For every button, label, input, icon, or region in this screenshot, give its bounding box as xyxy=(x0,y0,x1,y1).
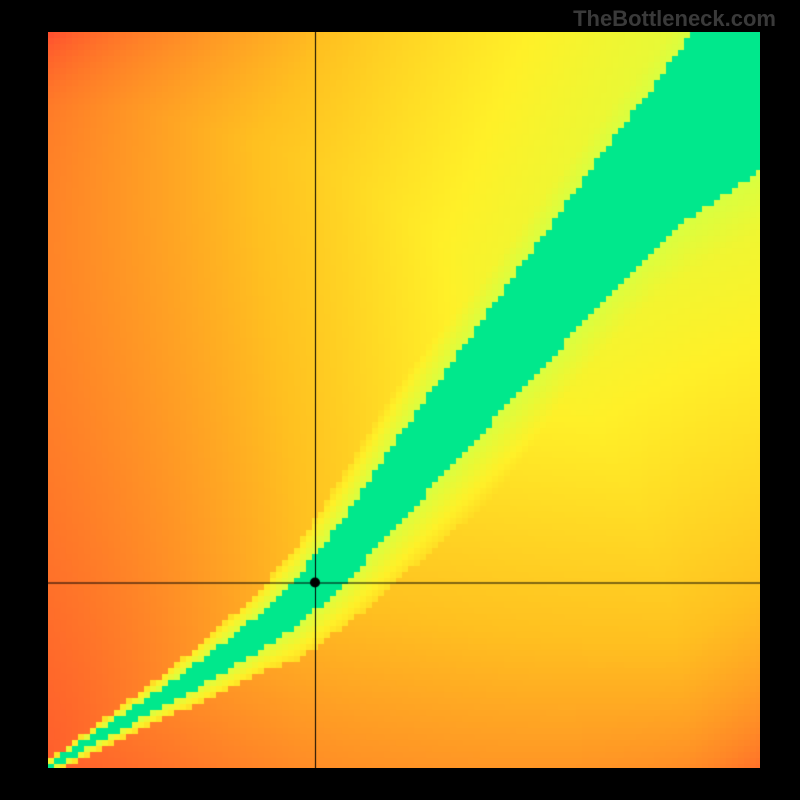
bottleneck-heatmap xyxy=(48,32,760,768)
watermark-text: TheBottleneck.com xyxy=(573,6,776,32)
